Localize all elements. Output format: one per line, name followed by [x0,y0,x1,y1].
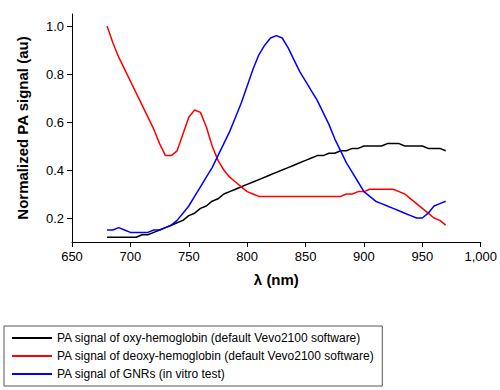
svg-text:1.0: 1.0 [46,19,64,34]
svg-text:PA signal of oxy-hemoglobin (d: PA signal of oxy-hemoglobin (default Vev… [57,331,360,345]
svg-text:950: 950 [411,249,433,264]
svg-text:0.4: 0.4 [46,163,64,178]
svg-text:PA signal of deoxy-hemoglobin: PA signal of deoxy-hemoglobin (default V… [57,349,374,363]
svg-text:0.2: 0.2 [46,211,64,226]
svg-text:900: 900 [353,249,375,264]
svg-text:700: 700 [120,249,142,264]
svg-text:0.6: 0.6 [46,115,64,130]
svg-text:PA signal of GNRs (in vitro te: PA signal of GNRs (in vitro test) [57,367,225,381]
svg-text:750: 750 [178,249,200,264]
svg-text:0.8: 0.8 [46,67,64,82]
svg-text:1,000: 1,000 [464,249,497,264]
svg-text:Normalized PA signal (au): Normalized PA signal (au) [14,36,31,219]
svg-text:650: 650 [61,249,83,264]
svg-text:850: 850 [295,249,317,264]
svg-text:800: 800 [236,249,258,264]
svg-text:λ (nm): λ (nm) [254,271,299,288]
